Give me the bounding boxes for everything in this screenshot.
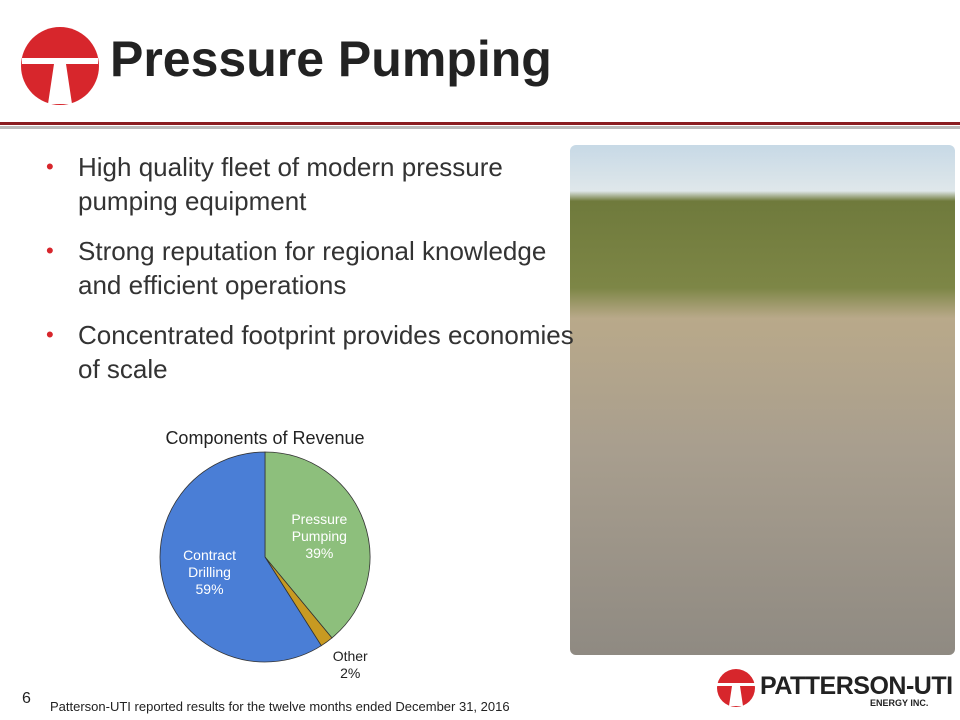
logo-mark (22, 58, 98, 104)
slice-label: Pressure Pumping 39% (284, 511, 354, 562)
category-label: Other (332, 648, 368, 665)
page-number: 6 (22, 690, 31, 707)
chart-title: Components of Revenue (165, 428, 365, 448)
bullet: High quality fleet of modern pressure pu… (46, 150, 578, 218)
bullet: Strong reputation for regional knowledge… (46, 234, 578, 302)
footer-logo-mark (717, 683, 755, 706)
footnote: Patterson-UTI reported results for the t… (50, 699, 510, 714)
header-rule (0, 122, 960, 125)
pie-slice (159, 451, 322, 663)
category-label: Contract Drilling (183, 547, 236, 581)
pie (159, 451, 371, 663)
category-label: Pressure Pumping (291, 511, 348, 545)
value-label: 59% (195, 581, 224, 598)
slice-label: Contract Drilling 59% (175, 547, 245, 598)
value-label: 39% (305, 545, 334, 562)
footer-logo-sub: ENERGY INC. (870, 698, 929, 708)
slide-title: Pressure Pumping (110, 31, 552, 87)
bullet: Concentrated footprint provides economie… (46, 318, 578, 386)
value-label: 2% (340, 665, 361, 682)
site-photo (570, 145, 955, 655)
bullet-list: High quality fleet of modern pressure pu… (40, 150, 578, 402)
footer-logo-text: PATTERSON-UTI (760, 672, 953, 700)
slice-label: Other 2% (305, 648, 395, 682)
pie-slice (264, 451, 371, 639)
header-rule-shadow (0, 126, 960, 129)
